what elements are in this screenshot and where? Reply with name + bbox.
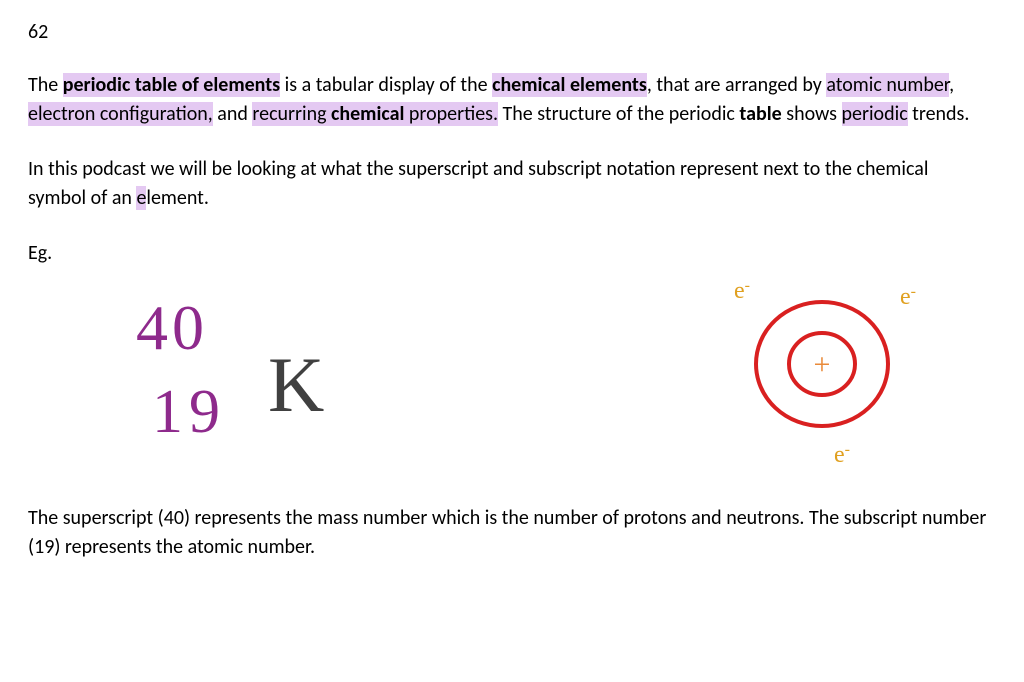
nucleus-plus-icon: + (814, 348, 831, 381)
atomic-number: 19 (152, 368, 226, 458)
p1-mid2: , that are arranged by (647, 73, 827, 97)
p1-mid4: and (213, 102, 253, 126)
svg-text:e-: e- (734, 277, 750, 304)
p1-mid1: is a tabular display of the (280, 73, 492, 97)
mass-number: 40 (136, 282, 208, 375)
p2-hl-e: e (136, 186, 146, 210)
p1-hl-atomic-number: atomic number (826, 73, 949, 97)
p1-line3a: The structure of the periodic (498, 102, 739, 126)
p1-pre1: The (28, 73, 63, 97)
explanation-paragraph: The superscript (40) represents the mass… (28, 504, 988, 562)
p1-bold-table: table (739, 102, 781, 126)
isotope-notation: 40 19 K (118, 276, 378, 466)
intro-paragraph-2: In this podcast we will be looking at wh… (28, 155, 988, 213)
figure-row: 40 19 K + e- e- e- (28, 276, 996, 486)
p1-hl-periodic-table: periodic table of elements (63, 73, 280, 97)
atom-diagram: + e- e- e- (686, 246, 946, 476)
svg-text:e-: e- (834, 441, 850, 468)
electron-top-left: e- (734, 277, 750, 304)
p1-hl-chemical-elements: chemical elements (492, 73, 647, 97)
p1-hl-recurring: recurring chemical properties. (252, 102, 498, 126)
element-symbol: K (268, 328, 324, 441)
electron-top-right: e- (900, 283, 916, 310)
p1-line3b: shows (782, 102, 842, 126)
p1-hl-electron-config: electron configuration, (28, 102, 213, 126)
intro-paragraph-1: The periodic table of elements is a tabu… (28, 71, 988, 129)
p1-line3c: trends. (908, 102, 970, 126)
p2-post: lement. (146, 186, 209, 210)
page-number: 62 (28, 18, 996, 47)
p1-hl-periodic: periodic (842, 102, 908, 126)
electron-bottom: e- (834, 441, 850, 468)
p1-mid3: , (949, 73, 954, 97)
svg-text:e-: e- (900, 283, 916, 310)
